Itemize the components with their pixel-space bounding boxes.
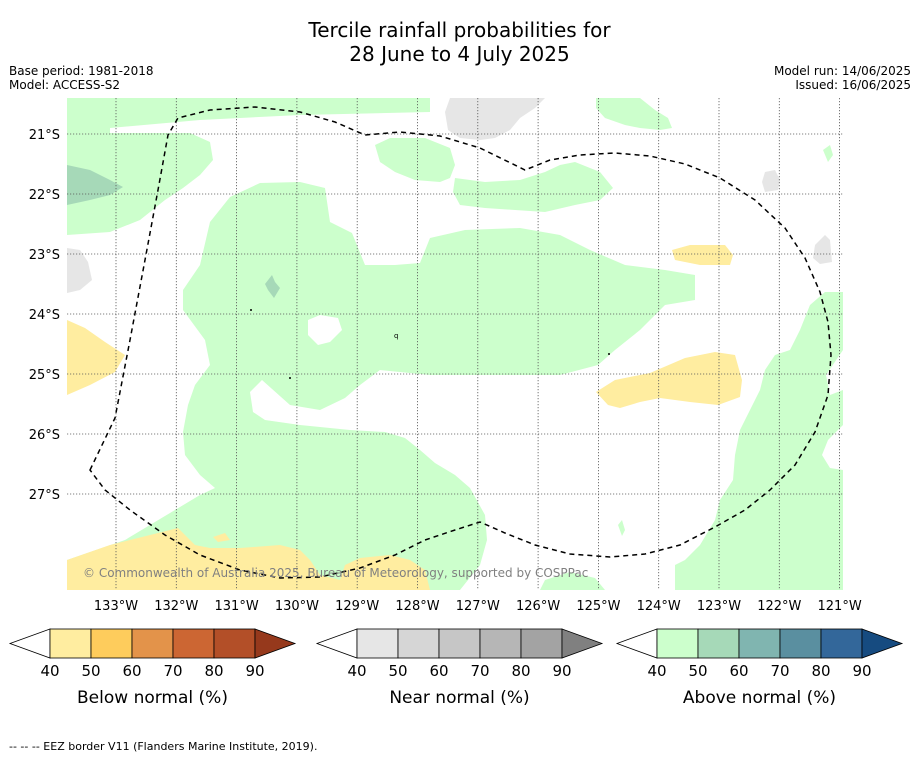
gridlines [67,98,843,590]
map-title: Tercile rainfall probabilities for 28 Ju… [0,18,919,66]
colorbar-segment [131,628,174,659]
colorbar-segment [520,628,563,659]
copyright-text: © Commonwealth of Australia 2025, Bureau… [83,566,588,580]
colorbar-segment [438,628,481,659]
colorbar-tick-label: 60 [429,662,448,680]
below-normal-areas [67,245,742,590]
colorbar-tick-label: 80 [511,662,530,680]
colorbar-tick-label: 40 [647,662,666,680]
colorbar-under-triangle [615,628,658,659]
colorbar-under-triangle [315,628,358,659]
colorbar-segment [779,628,822,659]
colorbar-tick-label: 50 [81,662,100,680]
colorbar-segment [738,628,781,659]
meta-right: Model run: 14/06/2025 Issued: 16/06/2025 [774,64,911,92]
eez-footnote: -- -- -- EEZ border V11 (Flanders Marine… [9,740,318,753]
colorbar-tick-label: 70 [470,662,489,680]
above-normal-high-areas [67,165,280,298]
colorbar: 40 50 60 70 80 90 Near normal (%) [315,628,604,708]
lat-tick-label: 26°S [29,428,60,443]
lat-tick-label: 23°S [29,248,60,263]
near-normal-areas [67,98,832,293]
colorbar-segment [697,628,740,659]
colorbar-tick-label: 90 [852,662,871,680]
lon-tick-label: 131°W [215,599,259,614]
colorbar-label: Below normal (%) [77,688,228,708]
lon-tick-label: 126°W [516,599,560,614]
colorbar-over-triangle [254,628,297,659]
colorbar-tick-label: 70 [770,662,789,680]
lon-tick-label: 133°W [94,599,138,614]
title-line-2: 28 June to 4 July 2025 [349,42,570,66]
above-normal-areas [67,98,843,590]
latitude-labels: 21°S 22°S 23°S 24°S 25°S 26°S 27°S [29,128,60,503]
colorbar-under-triangle [8,628,51,659]
lon-tick-label: 125°W [576,599,620,614]
base-period: Base period: 1981-2018 [9,64,154,78]
colorbar-tick-label: 60 [729,662,748,680]
colorbar-tick-label: 50 [388,662,407,680]
colorbar: 40 50 60 70 80 90 Above normal (%) [615,628,904,708]
colorbar-over-triangle [561,628,604,659]
lon-tick-label: 132°W [154,599,198,614]
colorbar-segment [397,628,440,659]
colorbars: 40 50 60 70 80 90 Below normal (%) 40 50 60 70 80 90… [8,628,904,708]
colorbar-segment [356,628,399,659]
model-name: Model: ACCESS-S2 [9,78,121,92]
colorbar-segment [172,628,215,659]
svg-text:q: q [394,332,398,340]
colorbar-tick-label: 60 [122,662,141,680]
colorbar-tick-label: 40 [347,662,366,680]
colorbar-label: Near normal (%) [389,688,529,708]
lon-tick-label: 129°W [335,599,379,614]
lat-tick-label: 25°S [29,368,60,383]
colorbar-over-triangle [861,628,904,659]
colorbar-label: Above normal (%) [683,688,836,708]
probability-fields: q [67,98,843,590]
model-run: Model run: 14/06/2025 [773,64,911,78]
colorbar: 40 50 60 70 80 90 Below normal (%) [8,628,297,708]
lon-tick-label: 124°W [637,599,681,614]
meta-left: Base period: 1981-2018 Model: ACCESS-S2 [9,64,154,92]
colorbar-segment [49,628,92,659]
longitude-labels: 133°W 132°W 131°W 130°W 129°W 128°W 127°W 126°W… [94,599,862,614]
colorbar-tick-label: 80 [204,662,223,680]
colorbar-tick-label: 90 [245,662,264,680]
lon-tick-label: 122°W [757,599,801,614]
lat-tick-label: 27°S [29,488,60,503]
colorbar-tick-label: 90 [552,662,571,680]
colorbar-segment [90,628,133,659]
colorbar-tick-label: 70 [163,662,182,680]
colorbar-tick-label: 40 [40,662,59,680]
lat-tick-label: 22°S [29,188,60,203]
colorbar-segment [479,628,522,659]
lon-tick-label: 128°W [395,599,439,614]
colorbar-segment [820,628,863,659]
title-line-1: Tercile rainfall probabilities for [308,18,611,42]
lon-tick-label: 130°W [275,599,319,614]
colorbar-tick-label: 80 [811,662,830,680]
colorbar-tick-label: 50 [688,662,707,680]
lon-tick-label: 121°W [818,599,862,614]
lat-tick-label: 24°S [29,308,60,323]
lon-tick-label: 127°W [456,599,500,614]
lat-tick-label: 21°S [29,128,60,143]
colorbar-segment [213,628,256,659]
lon-tick-label: 123°W [697,599,741,614]
issued-date: Issued: 16/06/2025 [795,78,911,92]
colorbar-segment [656,628,699,659]
